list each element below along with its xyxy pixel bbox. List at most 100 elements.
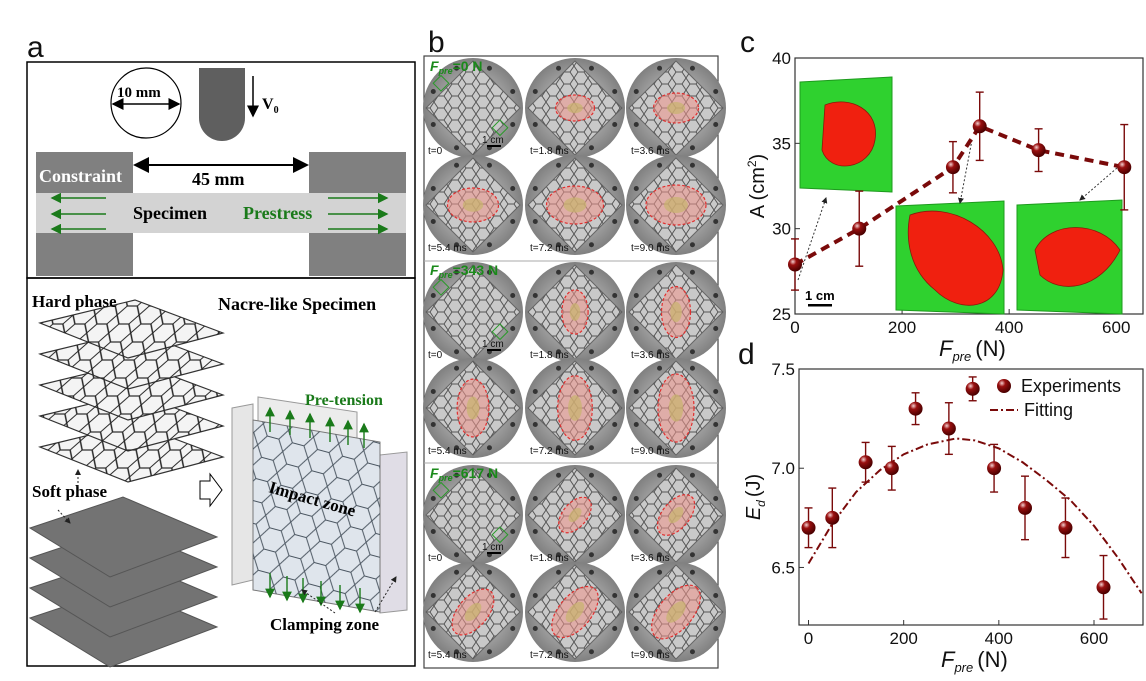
impactor [199, 68, 245, 141]
bolt-hole [633, 293, 639, 299]
bolt-hole [612, 121, 618, 127]
legend-label-experiments: Experiments [1021, 376, 1121, 396]
frame-time-label: t=3.6 ms [631, 553, 670, 564]
scale-bar-label: 1 cm [482, 339, 504, 350]
y-axis-subscript: d [754, 500, 768, 507]
y-axis-unit: (J) [743, 474, 765, 497]
image-frame: t=9.0 ms [626, 562, 726, 662]
force-subscript: pre [438, 270, 453, 280]
bolt-hole [713, 325, 719, 331]
frame-time-label: t=5.4 ms [428, 446, 467, 457]
data-point [965, 381, 980, 396]
bolt-hole [657, 242, 663, 248]
x-tick-label: 200 [889, 629, 917, 648]
view-marker [432, 74, 450, 92]
bolt-hole [430, 121, 436, 127]
bolt-hole [430, 625, 436, 631]
fracture-damage-area [821, 101, 876, 167]
bolt-hole [612, 421, 618, 427]
frame-time-label: t=9.0 ms [631, 243, 670, 254]
bolt-hole [633, 496, 639, 502]
bolt-hole [486, 65, 492, 71]
x-axis-symbol: F [941, 647, 956, 672]
bolt-hole [633, 325, 639, 331]
bolt-hole [532, 625, 538, 631]
bolt-hole [633, 593, 639, 599]
bolt-hole [612, 496, 618, 502]
bolt-hole [532, 421, 538, 427]
x-tick-label: 0 [804, 629, 813, 648]
image-group: t=0 Fpre=343 N 1 cm t=1.8 ms t=3.6 ms t=5.4 m… [423, 262, 726, 458]
bolt-hole [454, 472, 460, 478]
bolt-hole [556, 569, 562, 575]
impact-crater [666, 601, 686, 623]
y-tick-label: 35 [772, 134, 791, 153]
pre-tension-label: Pre-tension [305, 392, 383, 409]
bolt-hole [588, 445, 594, 451]
bolt-hole [612, 528, 618, 534]
constraint-block-top-left [36, 152, 133, 193]
bolt-hole [430, 325, 436, 331]
y-axis-symbol: E [743, 506, 765, 520]
scale-bar-label: 1 cm [482, 542, 504, 553]
y-axis-text-end: ) [747, 154, 769, 161]
image-frame: t=3.6 ms [626, 58, 726, 158]
frame-time-label: t=1.8 ms [530, 146, 569, 157]
impact-crater [568, 395, 582, 421]
image-frame: t=7.2 ms [525, 562, 625, 662]
fracture-damage-area [1034, 227, 1121, 287]
bolt-hole [713, 293, 719, 299]
image-group: t=0 Fpre=0 N 1 cm t=1.8 ms t=3.6 ms t=5.4 ms t… [423, 58, 726, 255]
bolt-hole [556, 349, 562, 355]
pointer-arrow [1079, 167, 1118, 201]
y-tick-label: 30 [772, 220, 791, 239]
panel-label-a: a [27, 31, 44, 64]
bolt-hole [510, 89, 516, 95]
impact-crater [670, 301, 682, 323]
x-tick-label: 0 [790, 318, 799, 337]
panel-label-b: b [428, 26, 445, 59]
bolt-hole [588, 365, 594, 371]
fracture-damage-area [907, 210, 1004, 306]
bolt-hole [532, 218, 538, 224]
bolt-hole [430, 89, 436, 95]
panel-label-d: d [738, 338, 755, 371]
prestress-arrows [50, 192, 389, 235]
image-frame: t=3.6 ms [626, 262, 726, 362]
diameter-label: 10 mm [117, 85, 161, 101]
bolt-hole [454, 552, 460, 558]
bolt-hole [430, 218, 436, 224]
bolt-hole [713, 389, 719, 395]
image-frame: t=7.2 ms [525, 155, 625, 255]
data-point [884, 461, 899, 476]
panel-b-frame [423, 55, 719, 669]
legend-marker-experiments [997, 379, 1011, 393]
bolt-hole [556, 472, 562, 478]
plot-frame [794, 57, 1144, 315]
bolt-hole [689, 65, 695, 71]
bolt-hole [454, 65, 460, 71]
bolt-hole [633, 89, 639, 95]
y-tick-label: 6.5 [771, 558, 795, 577]
bolt-hole [588, 569, 594, 575]
constraint-block-bottom-right [309, 233, 406, 276]
velocity-label: V0 [262, 96, 279, 116]
bolt-hole [713, 496, 719, 502]
bolt-hole [633, 625, 639, 631]
frame-time-label: t=0 [428, 350, 443, 361]
image-frame: t=3.6 ms [626, 465, 726, 565]
bolt-hole [510, 625, 516, 631]
impact-crater [568, 507, 582, 523]
y-tick-label: 25 [772, 305, 791, 324]
bolt-hole [510, 593, 516, 599]
y-axis-label: Ed (J) [743, 474, 768, 520]
impact-crater [667, 102, 685, 114]
bolt-hole [689, 145, 695, 151]
soft-phase-layer [28, 496, 219, 578]
bolt-hole [657, 472, 663, 478]
hard-phase-cells [40, 424, 223, 482]
x-axis-unit: (N) [977, 647, 1008, 672]
force-label: Fpre=0 N [430, 58, 483, 76]
data-point [941, 421, 956, 436]
bolt-hole [633, 186, 639, 192]
